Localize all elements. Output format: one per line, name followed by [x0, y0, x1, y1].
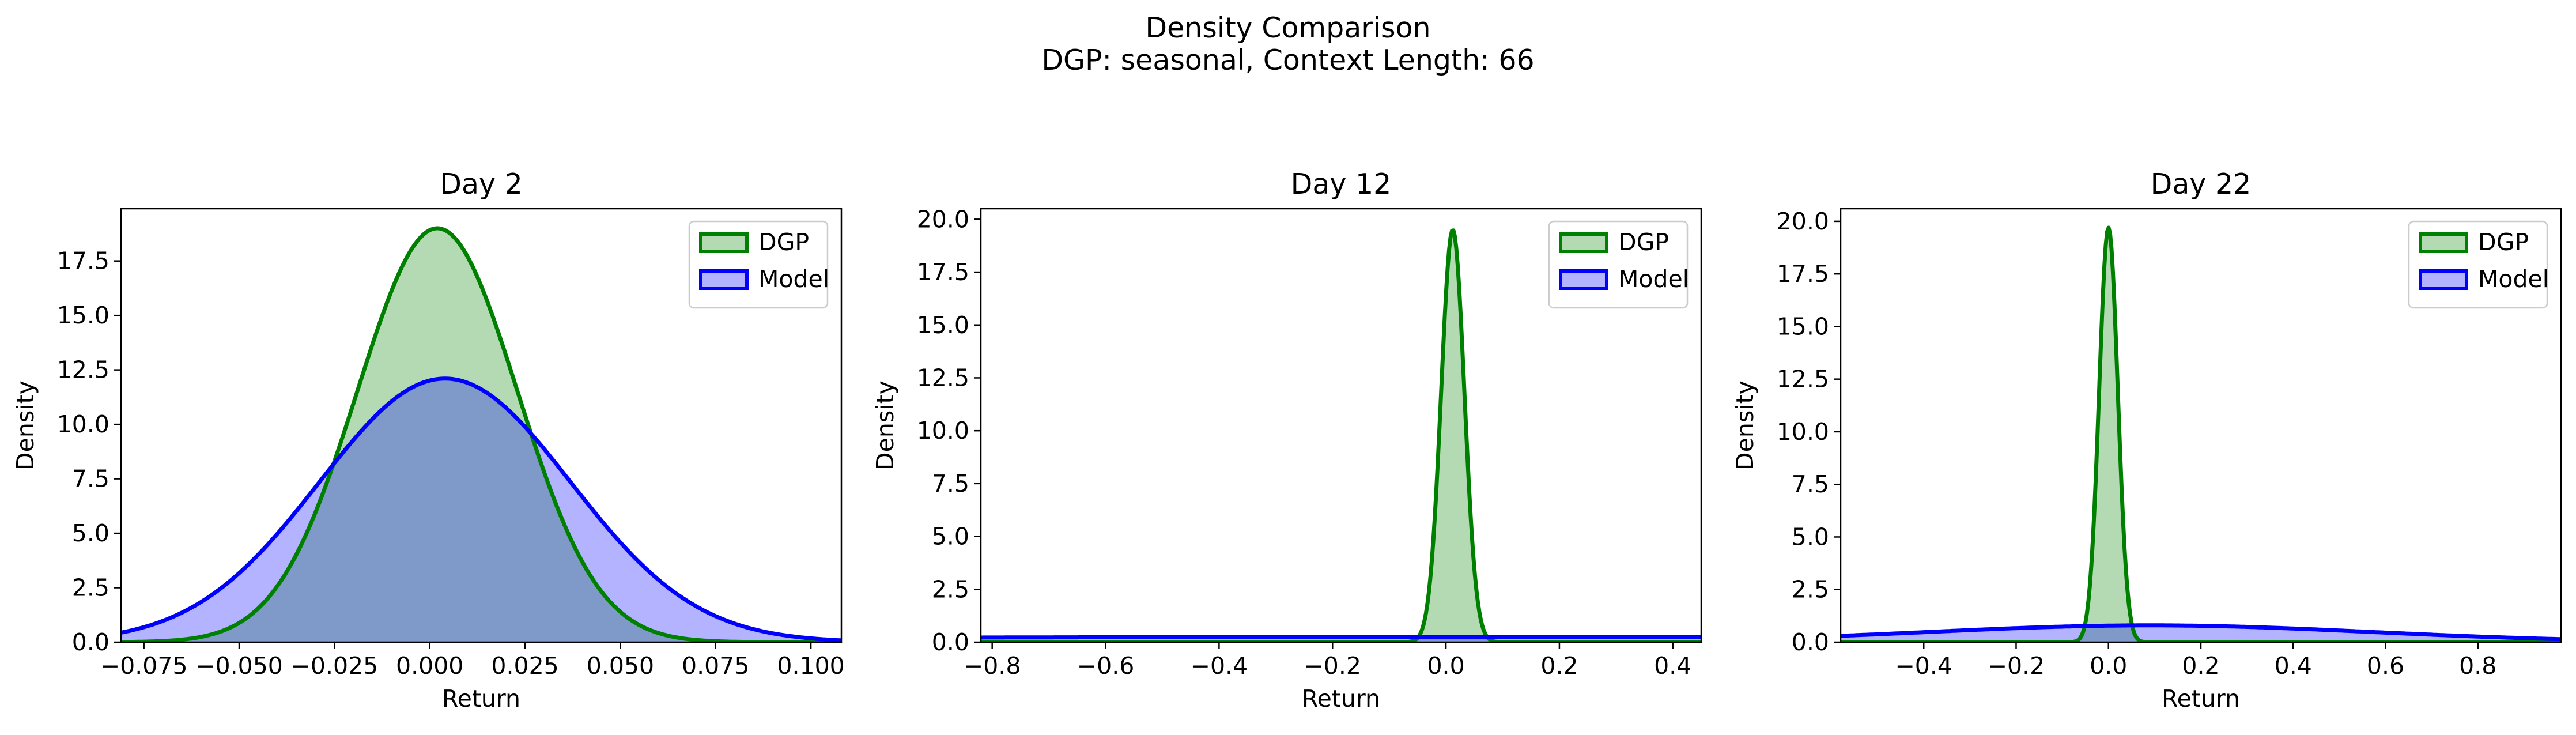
model-density-line: [981, 635, 1701, 640]
y-axis-label: Density: [871, 380, 899, 470]
y-tick-label: 12.5: [57, 356, 109, 384]
y-tick-label: 5.0: [72, 519, 109, 547]
x-tick-label: 0.025: [491, 652, 558, 680]
y-axis-label: Density: [12, 380, 39, 470]
y-tick-label: 10.0: [1777, 418, 1829, 446]
model-density-line: [121, 376, 841, 642]
x-tick-label: −0.050: [195, 652, 283, 680]
legend: DGP Model: [688, 220, 829, 309]
figure-title-line2: DGP: seasonal, Context Length: 66: [1041, 44, 1534, 77]
x-tick-label: 0.4: [1654, 652, 1691, 680]
legend-swatch-model: [699, 269, 749, 290]
x-tick-label: 0.2: [1540, 652, 1578, 680]
x-tick-label: 0.0: [2090, 652, 2127, 680]
plot-area: [981, 228, 1701, 642]
y-tick-label: 20.0: [1777, 208, 1829, 235]
plot-area: [1841, 225, 2561, 642]
y-tick-label: 15.0: [57, 301, 109, 329]
y-tick-label: 12.5: [917, 364, 969, 391]
x-tick-label: 0.0: [1427, 652, 1464, 680]
x-axis-label: Return: [1302, 685, 1380, 713]
x-axis-label: Return: [442, 685, 520, 713]
legend: DGP Model: [2408, 220, 2549, 309]
dgp-density-line: [121, 226, 841, 642]
axes-frame: [120, 208, 843, 643]
y-tick-label: 10.0: [57, 410, 109, 438]
y-tick-label: 12.5: [1777, 365, 1829, 393]
panel-2: −0.8 −0.6 −0.4 −0.2 0.0 0.2 0.4 0.0 2.5 5.0 7.5 10.…: [871, 168, 1702, 713]
y-tick-label: 17.5: [57, 247, 109, 275]
x-tick-label: −0.025: [291, 652, 379, 680]
x-tick-label: 0.6: [2367, 652, 2404, 680]
x-tick-label: −0.6: [1077, 652, 1135, 680]
legend-label-dgp: DGP: [758, 228, 809, 256]
y-tick-label: 0.0: [72, 628, 109, 656]
y-axis-label: Density: [1731, 380, 1759, 470]
legend-label-model: Model: [1618, 265, 1689, 293]
x-tick-label: −0.4: [1191, 652, 1248, 680]
legend-label-dgp: DGP: [1618, 228, 1669, 256]
x-tick-label: −0.4: [1895, 652, 1952, 680]
panel-title: Day 22: [2151, 168, 2252, 201]
legend-swatch-dgp: [699, 232, 749, 253]
axes-frame: [980, 208, 1702, 643]
legend-label-model: Model: [2478, 265, 2549, 293]
panel-3: −0.4 −0.2 0.0 0.2 0.4 0.6 0.8 0.0 2.5 5.0 7.5 10.0 1…: [1731, 168, 2562, 713]
x-tick-label: 0.2: [2182, 652, 2219, 680]
x-tick-label: 0.4: [2275, 652, 2312, 680]
model-density-line: [1841, 623, 2561, 642]
overlap-area: [121, 378, 841, 642]
x-tick-label: −0.2: [1304, 652, 1361, 680]
panel-1: −0.075 −0.050 −0.025 0.000 0.025 0.050 0.075 0.…: [12, 168, 845, 713]
x-tick-label: 0.075: [682, 652, 749, 680]
legend-label-model: Model: [758, 265, 829, 293]
x-tick-label: 0.8: [2459, 652, 2496, 680]
x-tick-label: 0.000: [396, 652, 463, 680]
y-tick-label: 5.0: [1792, 523, 1829, 551]
panel-title: Day 12: [1291, 168, 1392, 201]
x-tick-label: 0.050: [587, 652, 654, 680]
panels: −0.075 −0.050 −0.025 0.000 0.025 0.050 0.075 0.…: [12, 168, 2562, 713]
y-tick-label: 17.5: [917, 258, 969, 286]
y-tick-label: 17.5: [1777, 260, 1829, 288]
x-tick-label: −0.8: [964, 652, 1021, 680]
y-tick-label: 10.0: [917, 417, 969, 444]
y-tick-label: 2.5: [932, 575, 969, 603]
legend-swatch-dgp: [2419, 232, 2468, 253]
x-tick-label: −0.2: [1988, 652, 2045, 680]
panel-title: Day 2: [440, 168, 523, 201]
y-tick-label: 7.5: [72, 465, 109, 493]
y-tick-label: 15.0: [917, 311, 969, 339]
y-tick-label: 2.5: [1792, 576, 1829, 604]
x-axis-label: Return: [2162, 685, 2240, 713]
legend-swatch-model: [1559, 269, 1608, 290]
plot-area: [121, 226, 841, 642]
x-tick-label: 0.100: [777, 652, 844, 680]
y-tick-label: 15.0: [1777, 312, 1829, 340]
legend: DGP Model: [1548, 220, 1689, 309]
x-tick-label: −0.075: [100, 652, 188, 680]
legend-swatch-model: [2419, 269, 2468, 290]
figure-title-line1: Density Comparison: [1145, 12, 1430, 44]
y-tick-label: 7.5: [1792, 470, 1829, 498]
y-tick-label: 5.0: [932, 523, 969, 551]
y-tick-label: 7.5: [932, 470, 969, 497]
y-tick-label: 20.0: [917, 205, 969, 233]
legend-swatch-dgp: [1559, 232, 1608, 253]
legend-label-dgp: DGP: [2478, 228, 2529, 256]
y-tick-label: 0.0: [1792, 628, 1829, 656]
y-tick-label: 0.0: [932, 628, 969, 656]
y-tick-label: 2.5: [72, 574, 109, 602]
